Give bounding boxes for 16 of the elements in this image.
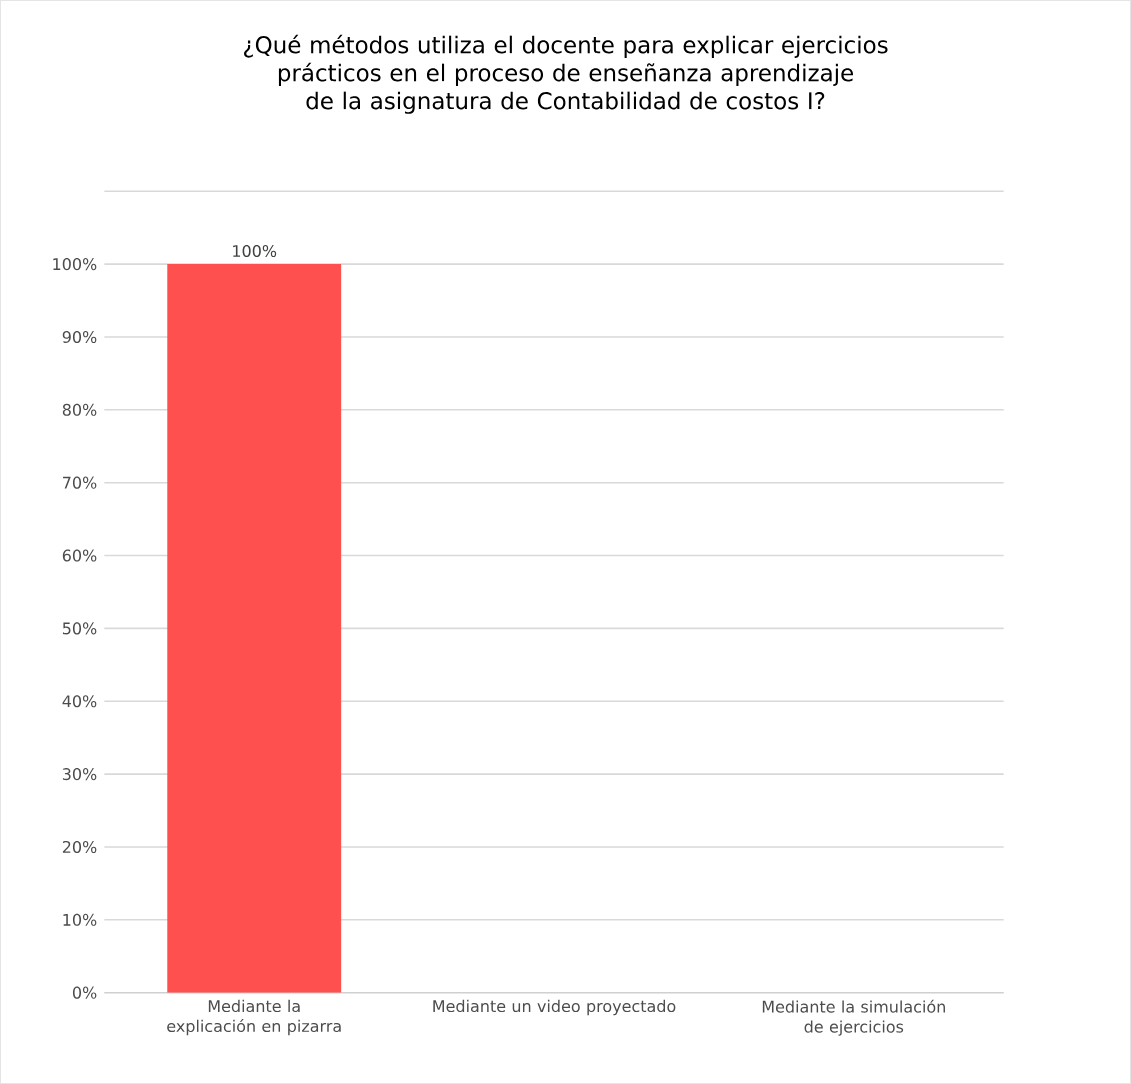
y-tick-label: 100% <box>53 258 97 271</box>
y-tick-label: 50% <box>62 622 97 635</box>
x-tick-label: Mediante la explicación en pizarra <box>167 999 341 1036</box>
y-tick-label: 70% <box>63 476 97 489</box>
y-tick-label: 60% <box>62 549 97 562</box>
x-tick-label: Mediante un video proyectado <box>433 999 676 1016</box>
y-tick-label: 0% <box>72 986 97 999</box>
y-tick-label: 10% <box>63 913 97 926</box>
y-tick-label: 90% <box>62 330 97 343</box>
data-label: 100% <box>233 244 277 258</box>
chart-title: ¿Qué métodos utiliza el docente para explicar ejercicios prácticos en el proceso de enseñanza aprendizaje de la asignatura de Contabilidad de costos I? <box>244 34 888 114</box>
y-tick-label: 80% <box>62 403 97 416</box>
y-tick-label: 30% <box>62 768 97 781</box>
x-tick-label: Mediante la simulación de ejercicios <box>762 999 945 1036</box>
y-tick-label: 40% <box>62 695 97 708</box>
y-tick-label: 20% <box>62 840 97 853</box>
